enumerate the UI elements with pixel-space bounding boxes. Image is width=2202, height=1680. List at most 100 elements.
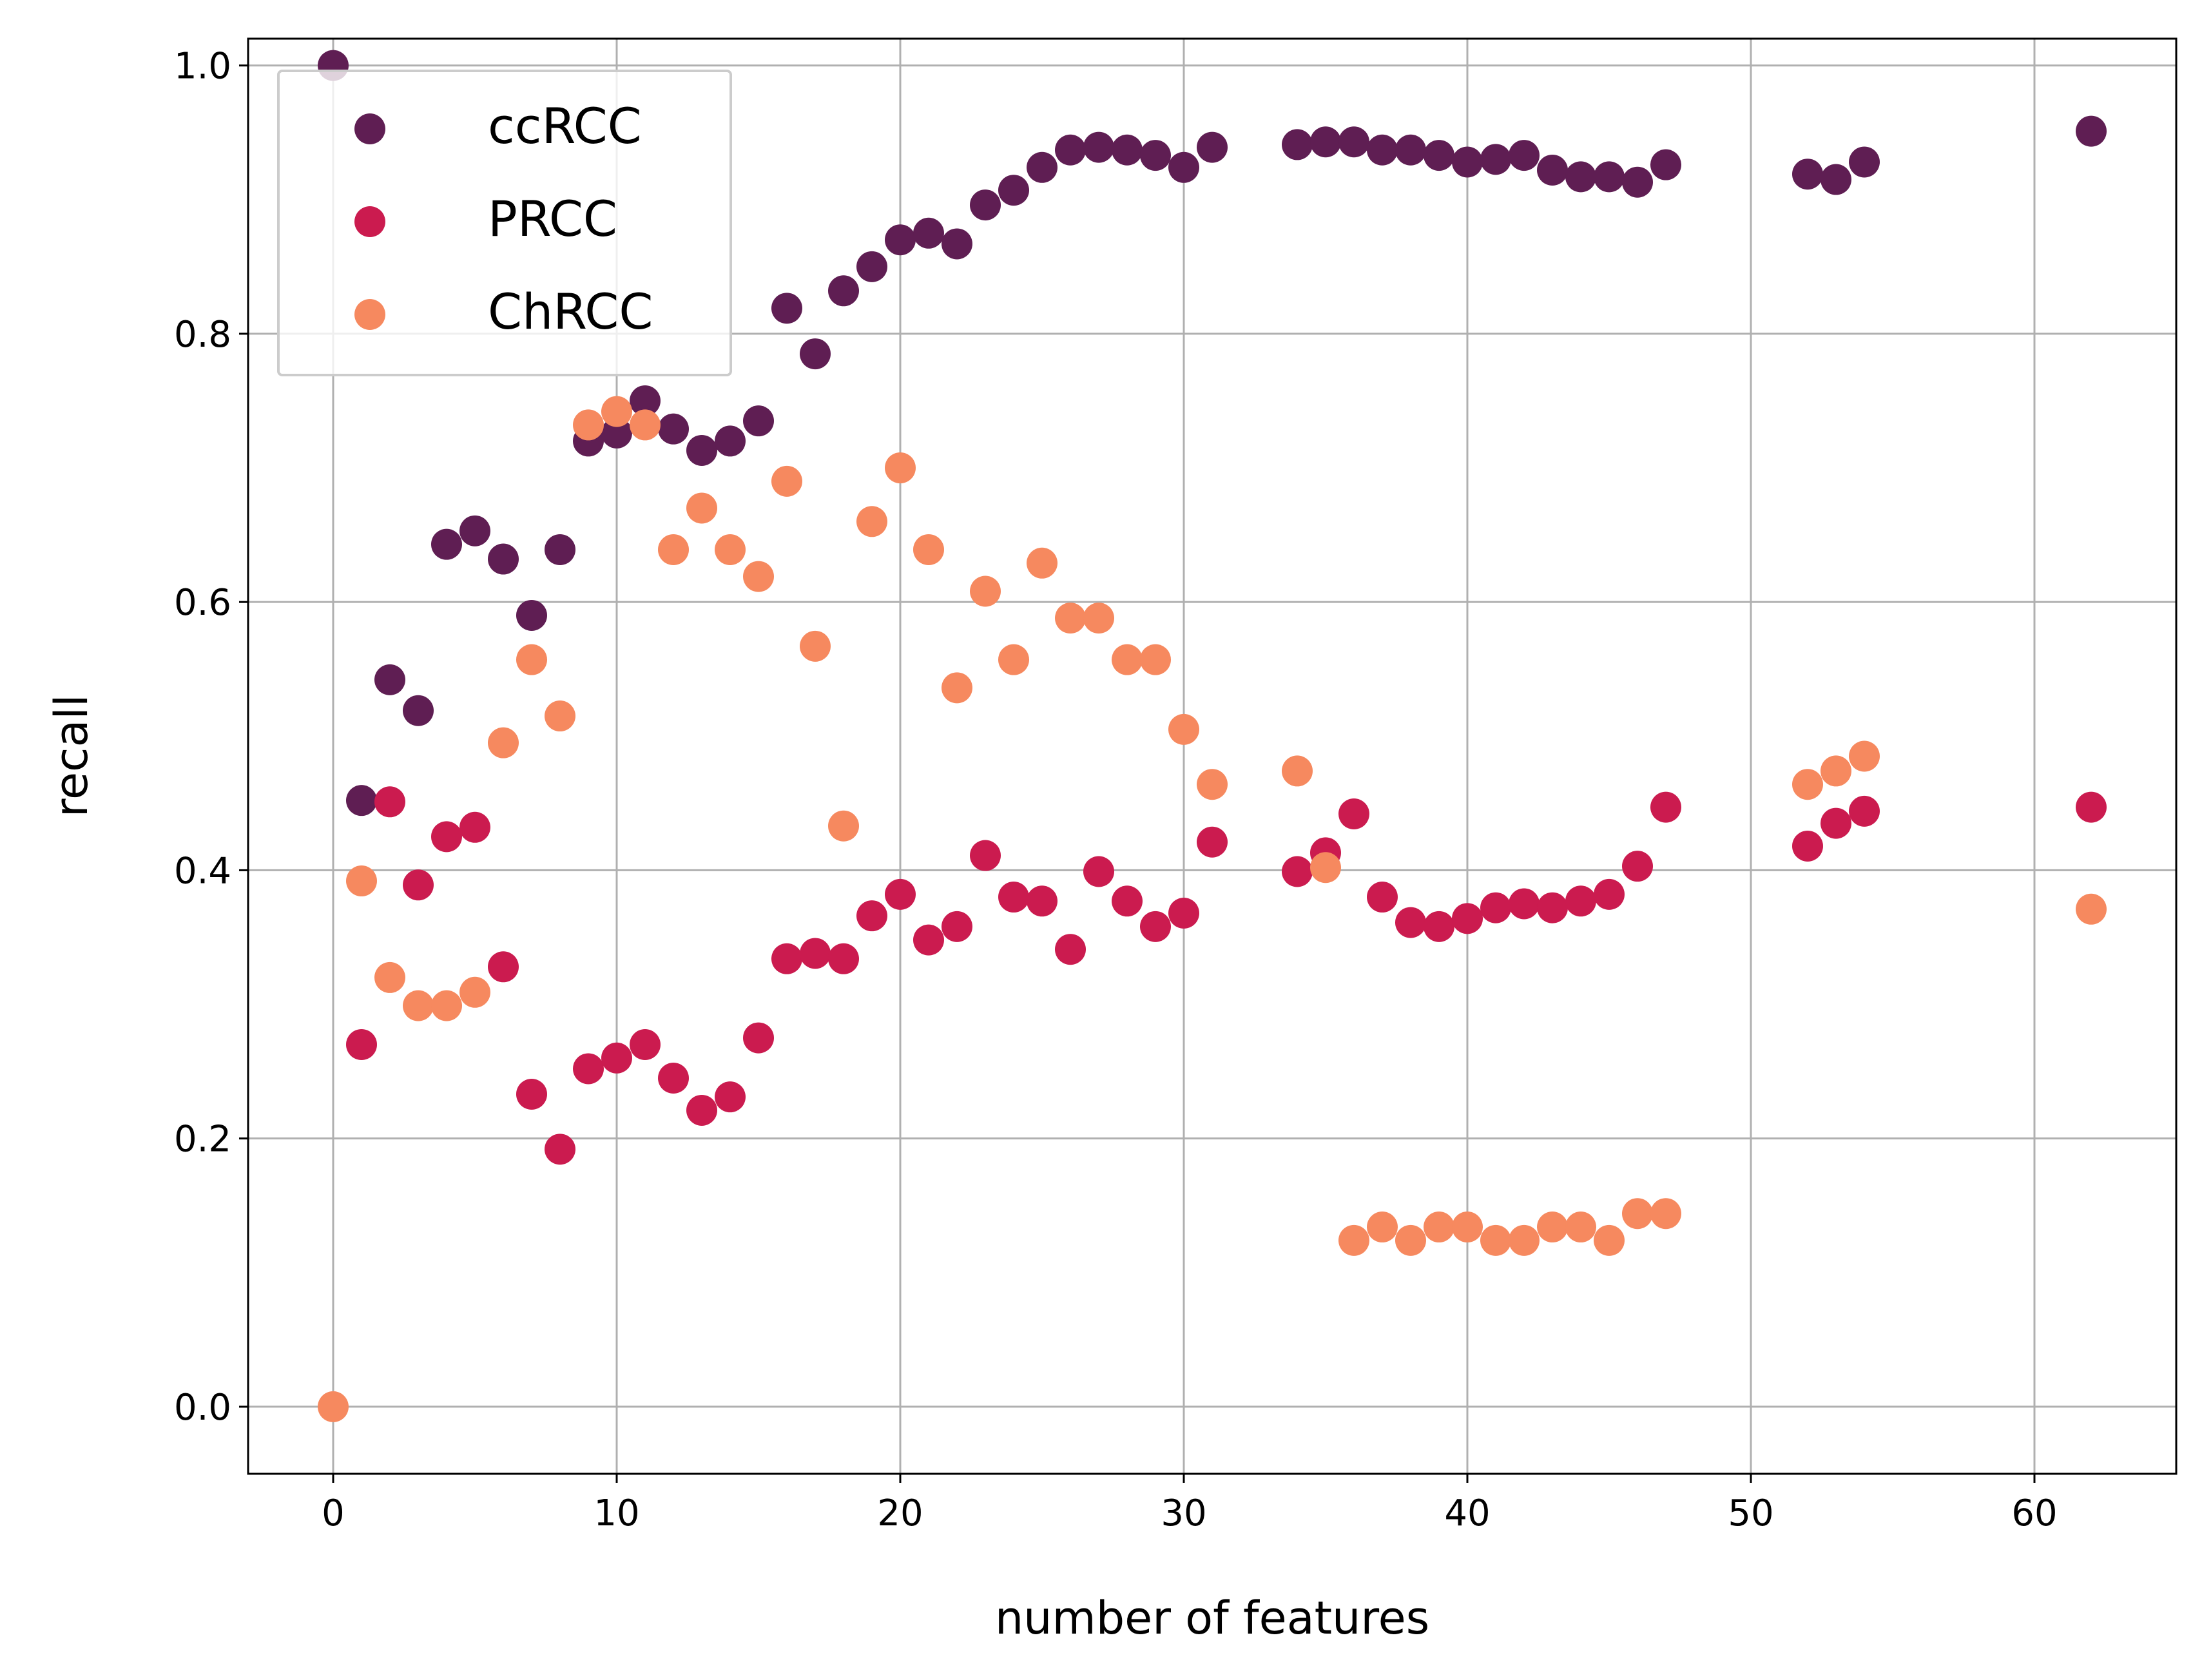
point-ccrcc — [488, 543, 519, 575]
legend-label-chrcc: ChRCC — [488, 283, 653, 340]
point-chrcc — [771, 465, 802, 497]
point-prcc — [1112, 885, 1143, 917]
legend-box — [277, 70, 732, 376]
point-ccrcc — [1424, 140, 1454, 171]
point-prcc — [488, 951, 519, 983]
point-ccrcc — [1140, 140, 1171, 171]
point-chrcc — [516, 644, 547, 675]
point-chrcc — [573, 409, 604, 441]
point-ccrcc — [1792, 159, 1823, 190]
point-ccrcc — [856, 251, 887, 282]
point-chrcc — [374, 961, 405, 993]
point-chrcc — [1821, 755, 1851, 787]
point-chrcc — [346, 865, 377, 897]
point-ccrcc — [545, 534, 575, 565]
point-chrcc — [1310, 852, 1341, 883]
point-chrcc — [459, 976, 490, 1008]
point-ccrcc — [1509, 140, 1540, 171]
point-ccrcc — [601, 417, 632, 449]
point-prcc — [885, 878, 916, 910]
point-prcc — [1197, 826, 1228, 858]
point-chrcc — [998, 644, 1029, 675]
point-prcc — [545, 1134, 575, 1165]
point-ccrcc — [2076, 115, 2107, 147]
point-prcc — [459, 811, 490, 843]
point-chrcc — [1338, 1224, 1369, 1256]
point-ccrcc — [998, 175, 1029, 206]
point-ccrcc — [1537, 154, 1568, 186]
legend-marker-chrcc — [354, 299, 385, 330]
point-chrcc — [1282, 755, 1313, 787]
point-chrcc — [885, 452, 916, 484]
x-tick-label: 50 — [1728, 1492, 1773, 1534]
point-ccrcc — [1367, 134, 1398, 166]
point-ccrcc — [771, 293, 802, 324]
point-ccrcc — [942, 228, 972, 260]
point-ccrcc — [516, 599, 547, 631]
point-ccrcc — [1650, 149, 1681, 180]
point-prcc — [1594, 878, 1625, 910]
point-ccrcc — [1849, 146, 1880, 178]
point-prcc — [1367, 882, 1398, 913]
legend: ccRCC PRCC ChRCC — [277, 70, 732, 376]
point-chrcc — [743, 561, 774, 592]
point-chrcc — [1027, 547, 1058, 579]
point-ccrcc — [1452, 146, 1483, 178]
point-chrcc — [715, 534, 746, 565]
point-prcc — [601, 1042, 632, 1074]
point-chrcc — [601, 396, 632, 427]
point-chrcc — [658, 534, 689, 565]
x-axis-title: number of features — [995, 1592, 1429, 1645]
point-ccrcc — [630, 385, 661, 416]
point-chrcc — [1367, 1212, 1398, 1243]
y-tick-label: 0.8 — [174, 314, 231, 356]
point-prcc — [1480, 892, 1511, 923]
x-tick-label: 20 — [877, 1492, 923, 1534]
x-tick-label: 40 — [1444, 1492, 1490, 1534]
point-ccrcc — [1168, 151, 1199, 183]
point-prcc — [403, 869, 434, 901]
point-ccrcc — [459, 515, 490, 546]
legend-marker-ccrcc — [354, 113, 385, 144]
point-ccrcc — [1565, 161, 1596, 193]
point-ccrcc — [970, 189, 1001, 221]
point-prcc — [743, 1022, 774, 1054]
point-ccrcc — [346, 785, 377, 816]
point-ccrcc — [743, 405, 774, 437]
point-chrcc — [856, 506, 887, 537]
point-chrcc — [1509, 1224, 1540, 1256]
point-ccrcc — [658, 413, 689, 445]
point-chrcc — [1594, 1224, 1625, 1256]
point-ccrcc — [1083, 131, 1114, 163]
point-prcc — [1395, 907, 1426, 938]
point-chrcc — [1168, 713, 1199, 745]
point-chrcc — [913, 534, 944, 565]
legend-marker-prcc — [354, 206, 385, 237]
point-chrcc — [1650, 1198, 1681, 1230]
point-chrcc — [1537, 1212, 1568, 1243]
point-prcc — [2076, 791, 2107, 823]
point-prcc — [1821, 807, 1851, 839]
point-prcc — [1140, 911, 1171, 942]
point-prcc — [1849, 795, 1880, 827]
point-prcc — [1338, 798, 1369, 829]
point-ccrcc — [374, 664, 405, 695]
point-prcc — [715, 1081, 746, 1113]
y-tick-label: 0.0 — [174, 1387, 231, 1429]
x-tick-label: 0 — [322, 1492, 345, 1534]
y-tick-label: 0.4 — [174, 850, 231, 892]
point-chrcc — [1197, 769, 1228, 800]
point-chrcc — [403, 990, 434, 1021]
point-prcc — [1622, 851, 1653, 882]
point-prcc — [374, 786, 405, 818]
point-ccrcc — [1112, 134, 1143, 166]
point-prcc — [1282, 856, 1313, 887]
point-chrcc — [1792, 769, 1823, 800]
point-prcc — [516, 1078, 547, 1110]
point-prcc — [346, 1028, 377, 1060]
point-prcc — [856, 900, 887, 932]
point-prcc — [913, 924, 944, 956]
point-chrcc — [1140, 644, 1171, 675]
point-chrcc — [431, 990, 462, 1021]
